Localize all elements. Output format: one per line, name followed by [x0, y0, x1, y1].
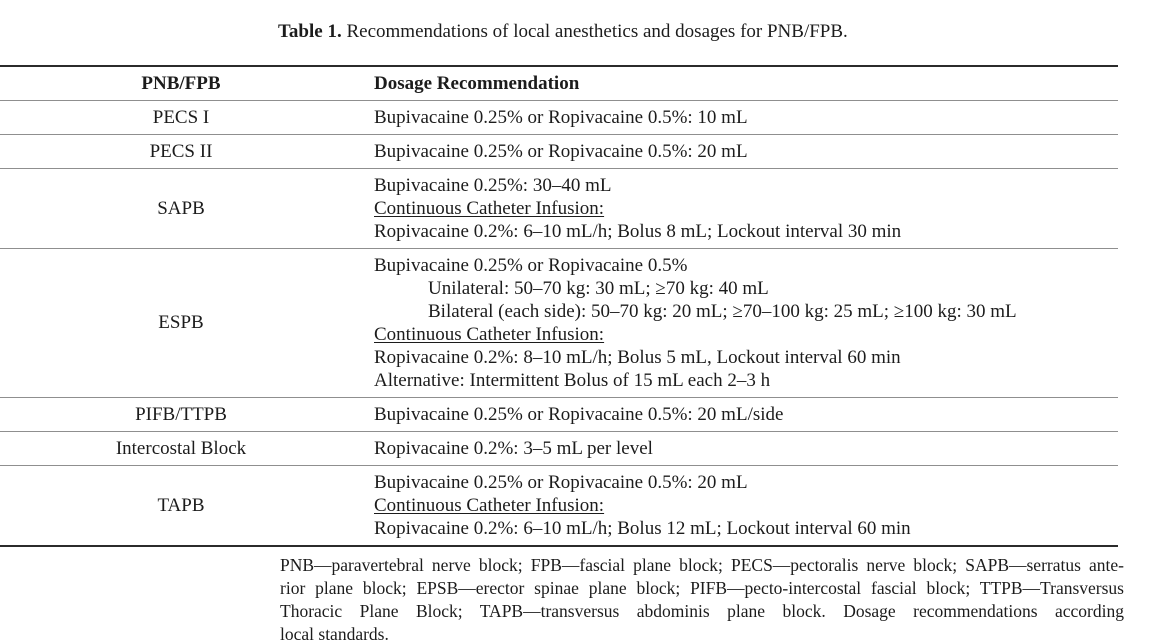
header-row: PNB/FPB Dosage Recommendation	[0, 66, 1118, 101]
block-name-cell: ESPB	[0, 248, 362, 398]
dosage-line: Alternative: Intermittent Bolus of 15 mL…	[374, 370, 771, 391]
page: Table 1. Recommendations of local anesth…	[0, 20, 1154, 641]
dosage-line: Ropivacaine 0.2%: 8–10 mL/h; Bolus 5 mL,…	[374, 347, 901, 368]
dosage-line: Bupivacaine 0.25% or Ropivacaine 0.5%: 2…	[374, 404, 784, 425]
dosage-cell: Bupivacaine 0.25% or Ropivacaine 0.5% Uni…	[362, 248, 1118, 398]
col-header-pnb-fpb: PNB/FPB	[0, 66, 362, 101]
table-footnote: PNB—paravertebral nerve block; FPB—fasci…	[280, 554, 1124, 641]
dosage-line: Unilateral: 50–70 kg: 30 mL; ≥70 kg: 40 …	[428, 278, 769, 299]
dosage-line: Continuous Catheter Infusion:	[374, 495, 605, 516]
dosage-cell: Ropivacaine 0.2%: 3–5 mL per level	[362, 431, 1118, 466]
dosage-line: Bupivacaine 0.25% or Ropivacaine 0.5%: 2…	[374, 141, 748, 162]
dosage-table: PNB/FPB Dosage Recommendation PECS I Bupi…	[0, 65, 1118, 547]
table-row: SAPB Bupivacaine 0.25%: 30–40 mL Continuou…	[0, 168, 1118, 249]
dosage-cell: Bupivacaine 0.25% or Ropivacaine 0.5%: 2…	[362, 466, 1118, 547]
table-caption: Table 1. Recommendations of local anesth…	[278, 20, 1154, 43]
dosage-line: Bilateral (each side): 50–70 kg: 20 mL; …	[428, 301, 1017, 322]
dosage-line: Ropivacaine 0.2%: 3–5 mL per level	[374, 438, 653, 459]
dosage-line: Bupivacaine 0.25%: 30–40 mL	[374, 175, 612, 196]
dosage-cell: Bupivacaine 0.25% or Ropivacaine 0.5%: 2…	[362, 397, 1118, 432]
footnote-line: local standards.	[280, 624, 389, 641]
dosage-cell: Bupivacaine 0.25% or Ropivacaine 0.5%: 2…	[362, 134, 1118, 169]
dosage-line: Continuous Catheter Infusion:	[374, 198, 605, 219]
table-row: TAPB Bupivacaine 0.25% or Ropivacaine 0.5…	[0, 466, 1118, 547]
dosage-cell: Bupivacaine 0.25% or Ropivacaine 0.5%: 1…	[362, 100, 1118, 135]
dosage-line: Ropivacaine 0.2%: 6–10 mL/h; Bolus 8 mL;…	[374, 221, 902, 242]
table-row: PECS I Bupivacaine 0.25% or Ropivacaine 0…	[0, 100, 1118, 135]
table-row: ESPB Bupivacaine 0.25% or Ropivacaine 0.5…	[0, 248, 1118, 398]
table-row: PECS II Bupivacaine 0.25% or Ropivacaine …	[0, 134, 1118, 169]
table-row: PIFB/TTPB Bupivacaine 0.25% or Ropivacain…	[0, 397, 1118, 432]
dosage-line: Continuous Catheter Infusion:	[374, 324, 605, 345]
footnote-line: rior plane block; EPSB—erector spinae pl…	[280, 578, 1124, 598]
footnote-line: Thoracic Plane Block; TAPB—transversus a…	[280, 601, 1124, 621]
table-body: PECS I Bupivacaine 0.25% or Ropivacaine 0…	[0, 100, 1118, 547]
block-name-cell: SAPB	[0, 168, 362, 249]
table-caption-label: Table 1.	[278, 21, 342, 42]
col-header-dosage-recommendation: Dosage Recommendation	[362, 66, 1118, 101]
dosage-cell: Bupivacaine 0.25%: 30–40 mL Continuous Ca…	[362, 168, 1118, 249]
block-name-cell: TAPB	[157, 494, 205, 516]
footnote-line: PNB—paravertebral nerve block; FPB—fasci…	[280, 555, 1124, 575]
block-name-cell: PECS I	[0, 100, 362, 135]
block-name-cell: PIFB/TTPB	[0, 397, 362, 432]
dosage-line: Ropivacaine 0.2%: 6–10 mL/h; Bolus 12 mL…	[374, 518, 911, 539]
table-header: PNB/FPB Dosage Recommendation	[0, 66, 1118, 101]
dosage-line: Bupivacaine 0.25% or Ropivacaine 0.5%: 2…	[374, 472, 748, 493]
table-caption-text: Recommendations of local anesthetics and…	[346, 21, 848, 42]
block-name-cell: PECS II	[0, 134, 362, 169]
dosage-line: Bupivacaine 0.25% or Ropivacaine 0.5%: 1…	[374, 107, 748, 128]
table-row: Intercostal Block Ropivacaine 0.2%: 3–5 m…	[0, 431, 1118, 466]
dosage-line: Bupivacaine 0.25% or Ropivacaine 0.5%	[374, 255, 688, 276]
block-name-cell: Intercostal Block	[0, 431, 362, 466]
